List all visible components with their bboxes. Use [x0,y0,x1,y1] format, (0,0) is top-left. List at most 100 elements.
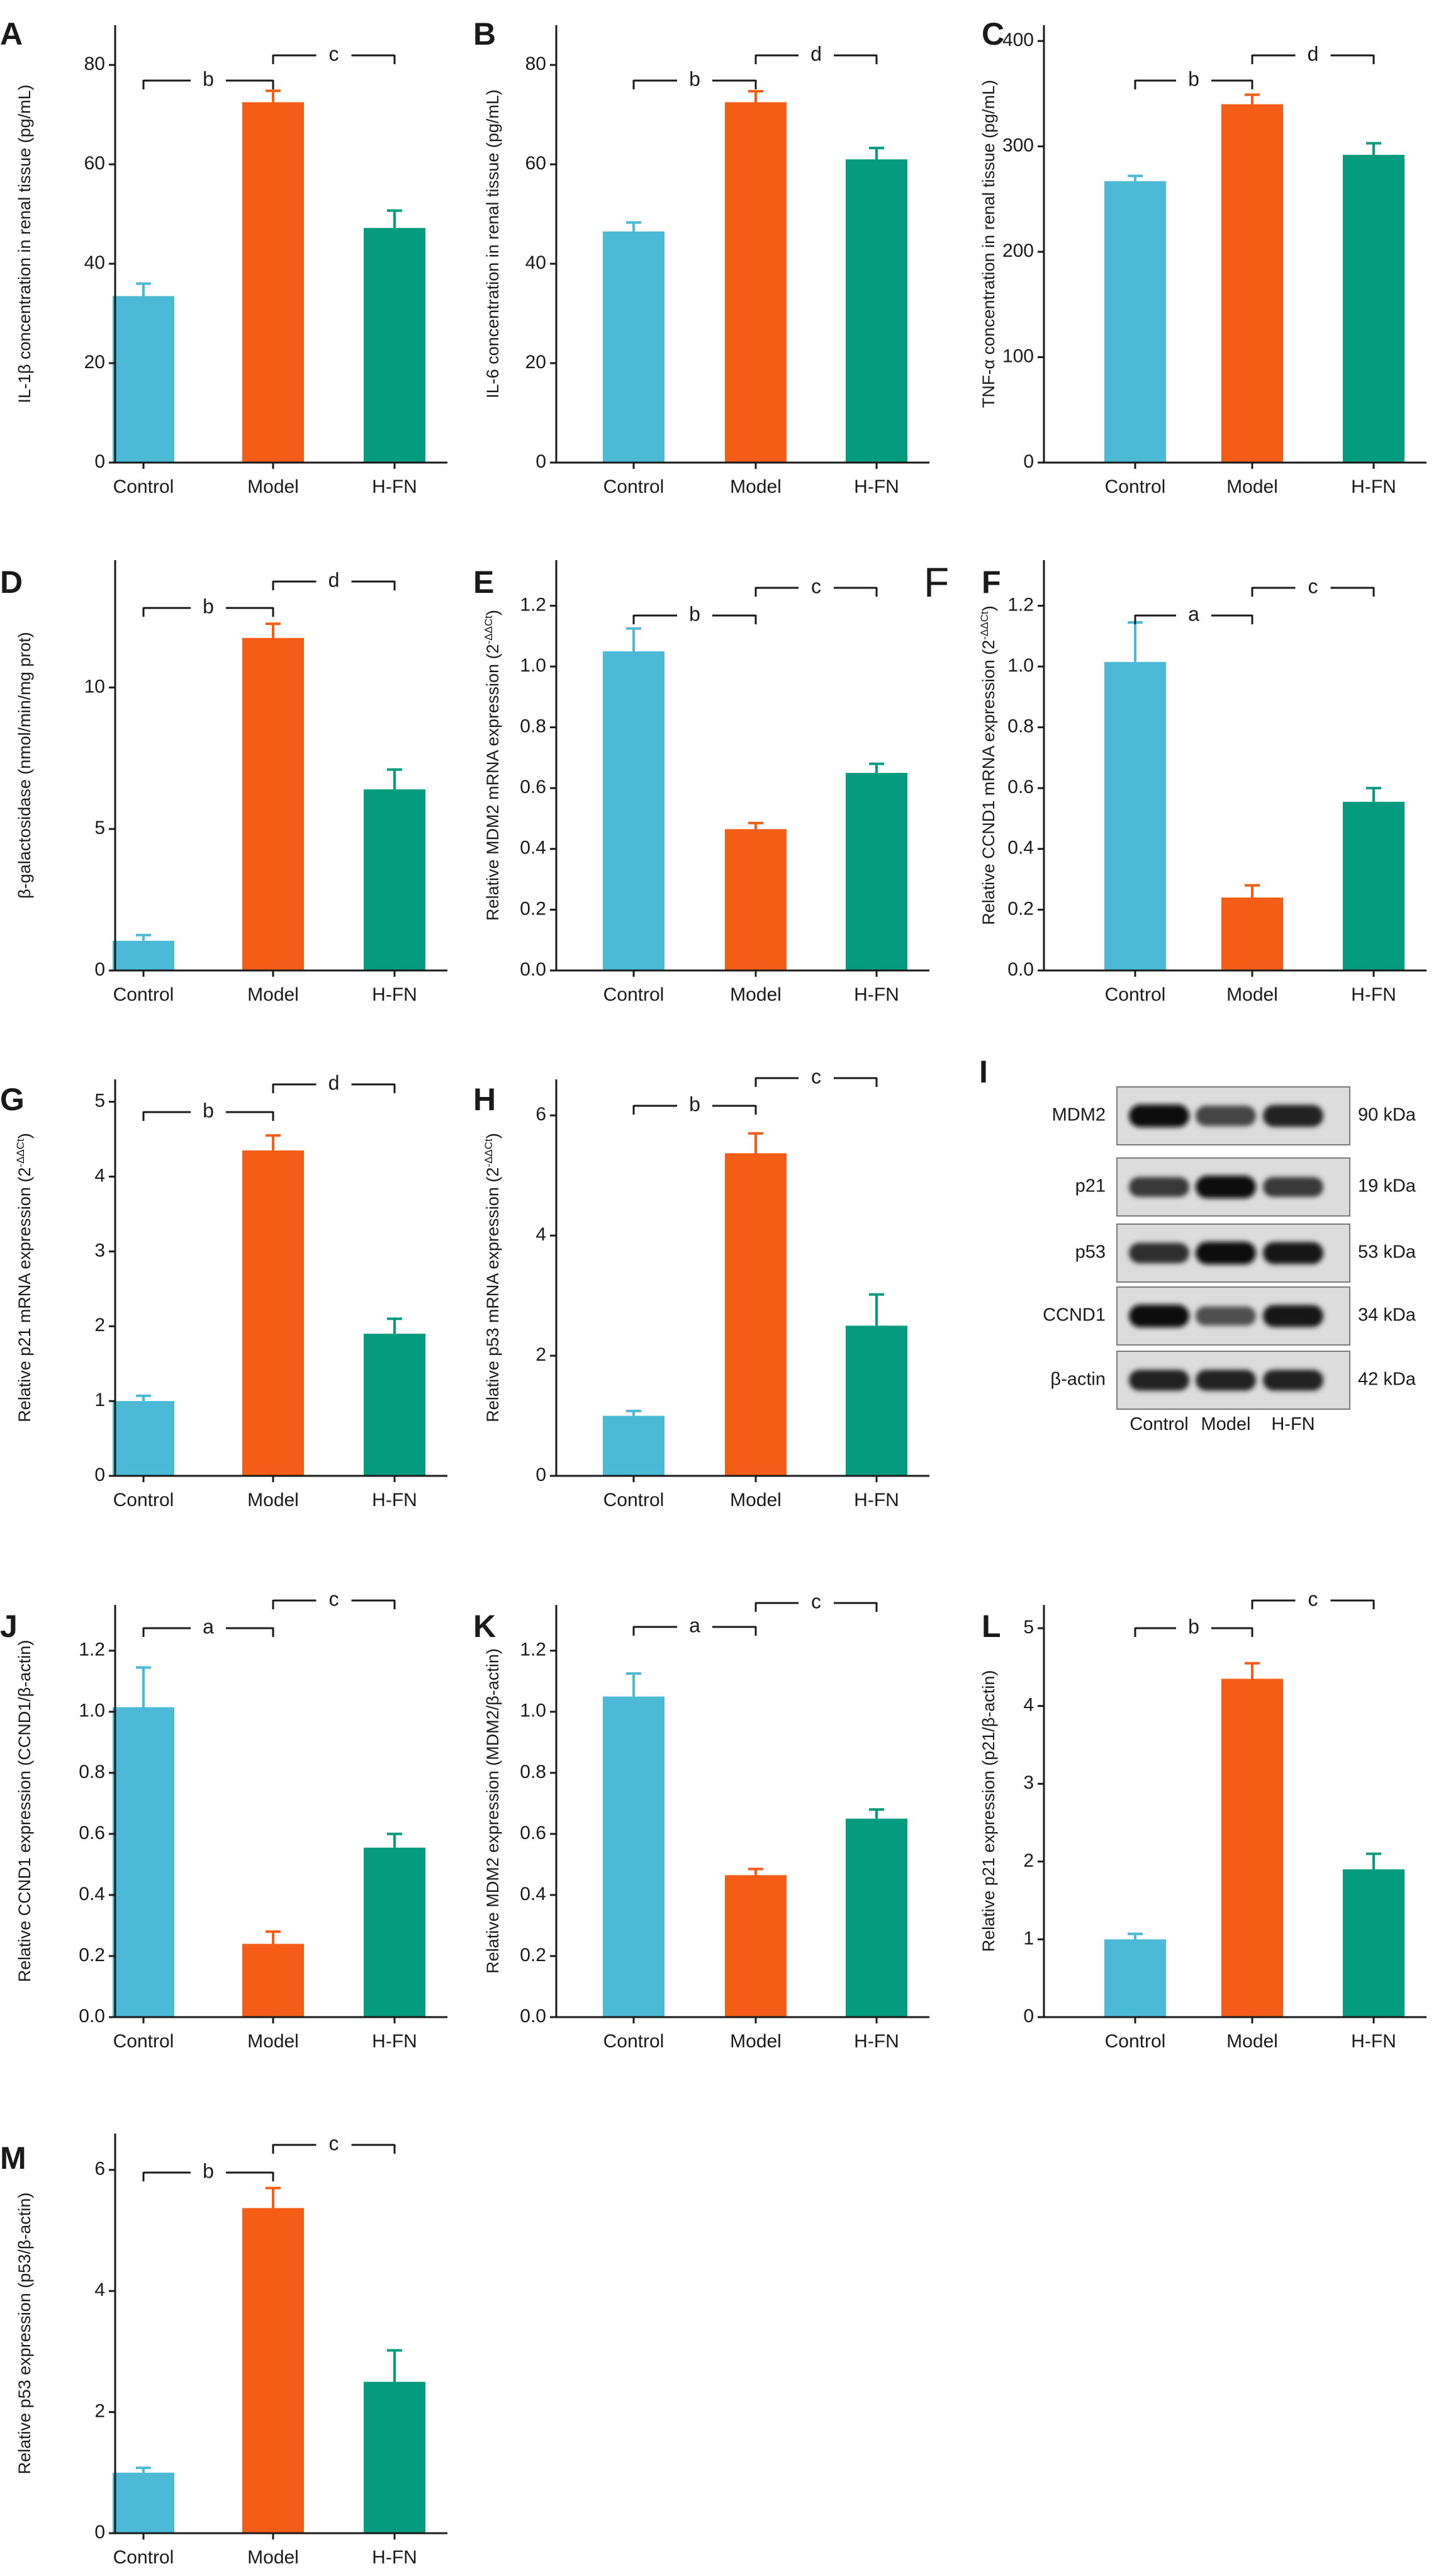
bar-c-control [1104,181,1166,463]
sig-bracket-e-2: c [754,575,878,597]
y-tick-label-d: 5 [94,818,105,838]
y-label-main-e: Relative MDM2 mRNA expression (2 [483,644,502,921]
y-tick-label-d: 0 [94,959,105,980]
blot-row-p53-size-label: 53 kDa [1358,1242,1416,1263]
x-tick-label-e-control: Control [603,984,664,1005]
y-tick-label-j: 1.0 [79,1701,105,1721]
y-axis-label-g: Relative p21 mRNA expression (2-ΔΔCt) [14,1133,34,1422]
y-label-main-j: Relative CCND1 expression (CCND1/β-actin… [15,1640,34,1983]
y-tick-label-e: 1.0 [520,655,546,676]
panel-letter-d: D [0,565,23,600]
blot-row--actin-protein-label: β-actin [1050,1370,1106,1390]
blot-row-p21-band-control [1129,1177,1189,1197]
sig-bracket-b-1: b [632,67,757,90]
blot-row-mdm2: MDM2 90 kDa [1052,1086,1416,1145]
y-tick-label-k: 1.0 [520,1701,546,1721]
y-axis-label-j: Relative CCND1 expression (CCND1/β-actin… [15,1640,34,1983]
y-label-main-a: IL-1β concentration in renal tissue (pg/… [15,84,34,403]
sig-bracket-h-1: b [632,1093,757,1115]
y-tick-label-c: 300 [1002,135,1034,156]
y-tick-label-a: 40 [84,252,105,273]
y-label-main-c: TNF-α concentration in renal tissue (pg/… [979,80,998,408]
y-tick-label-f: 1.0 [1007,655,1034,676]
panel-j: J 0.0 0.2 0.4 0.6 0.8 1.0 1.2 Control Model H-FN Re… [0,1587,447,2052]
sig-bracket-e-1: b [632,602,757,625]
x-tick-label-h-model: Model [730,1490,782,1510]
y-tick-label-f: 1.2 [1007,594,1034,615]
sig-bracket-a-1: b [142,67,274,90]
panel-letter-g: G [0,1082,25,1117]
bar-c-model [1221,104,1283,463]
sig-label-e-2: c [811,575,821,597]
sig-label-b-2: d [810,42,822,65]
y-tick-label-f: 0.8 [1007,716,1034,737]
y-label-main-b: IL-6 concentration in renal tissue (pg/m… [483,89,502,398]
sig-bracket-c-1: b [1134,67,1253,90]
sig-label-a-1: b [203,67,214,90]
x-tick-label-j-control: Control [113,2031,174,2052]
bar-j-hfn [364,1847,425,2017]
blot-row--actin-band-model [1196,1370,1256,1391]
x-tick-label-k-control: Control [603,2031,664,2052]
bar-a-control [113,296,174,463]
x-tick-label-f-model: Model [1226,984,1278,1005]
sig-label-g-1: b [203,1099,214,1122]
sig-bracket-g-1: b [142,1099,274,1122]
bar-d-hfn [364,789,425,970]
y-tick-label-f: 0.4 [1007,838,1034,858]
y-tick-label-k: 0.4 [520,1884,546,1904]
bar-g-hfn [364,1334,425,1476]
y-axis-label-m: Relative p53 expression (p53/β-actin) [15,2193,34,2475]
y-label-end-g: ) [15,1133,34,1139]
x-tick-label-l-hfn: H-FN [1351,2031,1396,2052]
x-tick-label-f-hfn: H-FN [1351,984,1396,1005]
bar-g-control [113,1401,174,1476]
y-tick-label-f: 0.2 [1007,898,1034,919]
panel-k: K 0.0 0.2 0.4 0.6 0.8 1.0 1.2 Control Model H-FN Re… [473,1590,929,2052]
stray-panel-label: F [924,559,949,605]
y-tick-label-a: 0 [94,451,105,472]
blot-row-ccnd1-protein-label: CCND1 [1043,1305,1106,1325]
panel-letter-j: J [0,1609,18,1644]
y-axis-label-e: Relative MDM2 mRNA expression (2-ΔΔCt) [483,610,502,921]
y-tick-label-g: 1 [94,1390,105,1410]
blot-row-ccnd1-band-control [1129,1305,1189,1327]
sig-bracket-m-2: c [272,2132,396,2154]
y-tick-label-e: 0.0 [520,959,546,980]
panel-letter-i: I [979,1054,988,1089]
bar-l-model [1221,1679,1283,2017]
blot-row-p21-protein-label: p21 [1075,1176,1106,1196]
y-tick-label-j: 0.0 [79,2006,105,2027]
panel-h: H 0 2 4 6 Control Model H-FN Relative p53 mRNA e… [473,1065,929,1510]
bar-j-model [242,1943,304,2017]
y-tick-label-c: 0 [1023,451,1034,472]
bar-h-hfn [846,1325,907,1476]
y-tick-label-j: 0.6 [79,1823,105,1843]
y-axis-label-k: Relative MDM2 expression (MDM2/β-actin) [483,1648,502,1974]
bar-b-hfn [846,159,907,463]
y-tick-label-m: 0 [94,2522,105,2543]
y-axis-label-b: IL-6 concentration in renal tissue (pg/m… [483,89,502,398]
x-tick-label-k-model: Model [730,2031,782,2052]
y-tick-label-e: 0.6 [520,777,546,797]
panel-f: F 0.0 0.2 0.4 0.6 0.8 1.0 1.2 Control Model H-FN Re… [978,560,1427,1005]
bar-f-hfn [1343,801,1405,970]
panel-letter-b: B [473,16,496,52]
y-label-main-l: Relative p21 expression (p21/β-actin) [979,1670,998,1952]
y-label-end-h: ) [483,1133,502,1139]
x-tick-label-e-model: Model [730,984,782,1005]
y-tick-label-k: 1.2 [520,1640,546,1660]
y-tick-label-m: 6 [94,2159,105,2179]
sig-label-f-1: a [1188,602,1199,625]
x-tick-label-l-model: Model [1226,2031,1278,2052]
sig-label-l-1: b [1188,1615,1199,1638]
blot-row-p53-band-hfn [1263,1242,1323,1264]
sig-bracket-b-2: d [754,42,878,65]
sig-label-d-1: b [203,595,214,617]
y-tick-label-m: 4 [94,2280,105,2300]
y-tick-label-b: 0 [535,451,546,472]
y-tick-label-k: 0.8 [520,1762,546,1782]
sig-label-k-2: c [811,1590,821,1612]
sig-bracket-f-1: a [1134,602,1253,625]
y-tick-label-l: 5 [1023,1617,1034,1638]
